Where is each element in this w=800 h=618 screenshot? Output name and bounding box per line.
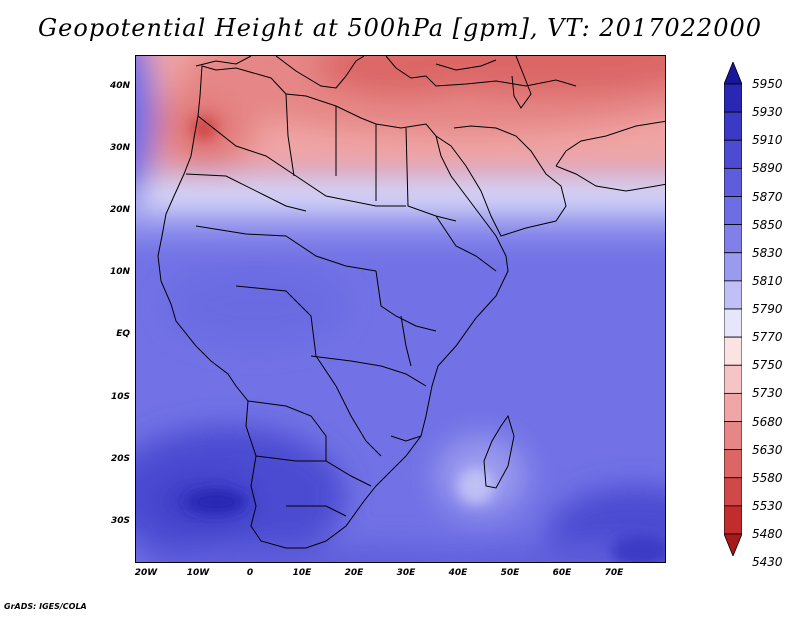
colorbar-level-label: 5830 xyxy=(752,245,783,260)
colorbar-swatch xyxy=(724,83,742,113)
colorbar-swatch xyxy=(724,421,742,451)
lat-tick-label: 30N xyxy=(109,143,130,153)
colorbar-level-label: 5730 xyxy=(752,386,783,401)
lon-tick-label: 50E xyxy=(500,568,520,578)
lat-tick-label: 40N xyxy=(109,81,130,91)
lon-tick-label: 10W xyxy=(186,568,210,578)
lat-tick-label: 20N xyxy=(109,205,130,215)
colorbar-swatch xyxy=(724,392,742,422)
credit-text: GrADS: IGES/COLA xyxy=(4,602,87,611)
colorbar-swatch xyxy=(724,336,742,366)
colorbar-level-label: 5790 xyxy=(752,302,783,316)
colorbar-swatch xyxy=(724,139,742,169)
colorbar-swatch xyxy=(724,505,742,535)
map-title: Geopotential Height at 500hPa [gpm], VT:… xyxy=(38,14,762,42)
colorbar-level-label: 5750 xyxy=(752,358,783,373)
colorbar-swatch xyxy=(724,280,742,310)
colorbar-level-label: 5770 xyxy=(752,330,783,345)
colorbar-swatch xyxy=(724,167,742,197)
colorbar-level-label: 5810 xyxy=(752,273,783,288)
colorbar-level-label: 5930 xyxy=(752,105,783,120)
colorbar xyxy=(724,62,742,556)
lon-tick-label: 20W xyxy=(134,568,158,578)
colorbar-level-label: 5890 xyxy=(752,161,783,176)
colorbar-swatch xyxy=(724,111,742,141)
lat-tick-label: 20S xyxy=(110,454,130,464)
colorbar-level-label: 5480 xyxy=(752,527,783,541)
colorbar-level-label: 5530 xyxy=(752,498,783,513)
lat-tick-label: EQ xyxy=(116,329,130,339)
colorbar-level-label: 5910 xyxy=(752,133,783,148)
colorbar-swatch xyxy=(724,533,742,556)
lon-tick-label: 30E xyxy=(396,568,416,578)
height-field-map xyxy=(136,56,665,562)
coastlines xyxy=(157,56,665,549)
colorbar-swatch xyxy=(724,364,742,394)
map-panel xyxy=(135,55,666,563)
colorbar-swatch xyxy=(724,252,742,282)
colorbar-swatch xyxy=(724,196,742,226)
lon-tick-label: 40E xyxy=(448,568,468,578)
colorbar-level-label: 5850 xyxy=(752,217,783,232)
lat-tick-label: 10S xyxy=(110,392,130,402)
colorbar-swatch xyxy=(724,62,742,85)
lon-tick-label: 20E xyxy=(344,568,364,578)
lon-tick-label: 0 xyxy=(246,568,254,578)
colorbar-level-label: 5870 xyxy=(752,189,783,204)
colorbar-swatch xyxy=(724,477,742,507)
lon-tick-label: 10E xyxy=(292,568,312,578)
colorbar-swatch xyxy=(724,449,742,479)
lon-tick-label: 60E xyxy=(552,568,572,578)
lat-tick-label: 30S xyxy=(110,516,130,526)
colorbar-swatch xyxy=(724,224,742,254)
colorbar-level-label: 5630 xyxy=(752,442,783,457)
colorbar-swatch xyxy=(724,308,742,338)
colorbar-level-label: 5430 xyxy=(752,555,783,570)
colorbar-level-label: 5950 xyxy=(752,77,783,91)
colorbar-level-label: 5680 xyxy=(752,414,783,429)
colorbar-level-label: 5580 xyxy=(752,470,783,485)
lat-tick-label: 10N xyxy=(109,267,130,277)
lon-tick-label: 70E xyxy=(604,568,624,578)
